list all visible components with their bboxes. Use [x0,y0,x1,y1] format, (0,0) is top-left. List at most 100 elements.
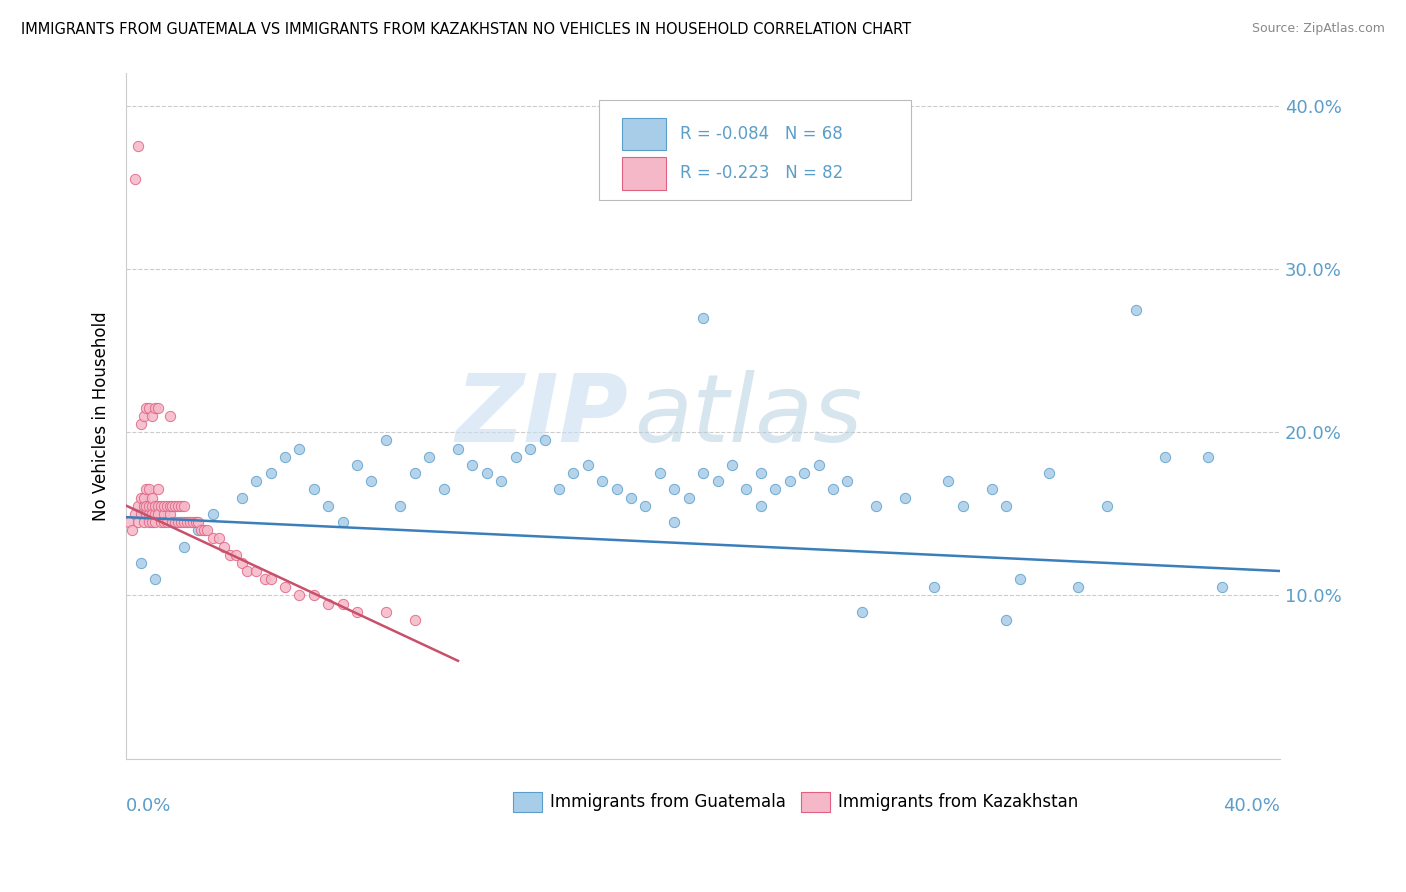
Point [156,499,179,513]
Point [127,515,149,529]
Point [1095,499,1118,513]
FancyBboxPatch shape [623,118,666,151]
Point [316,597,339,611]
Point [1211,580,1233,594]
Point [153,515,176,529]
Point [475,466,498,480]
Point [187,523,209,537]
Point [219,548,242,562]
Point [141,409,163,423]
Point [143,507,166,521]
Point [1010,572,1032,586]
Point [1197,450,1219,464]
Y-axis label: No Vehicles in Household: No Vehicles in Household [93,311,110,521]
Point [779,474,801,488]
Text: 40.0%: 40.0% [1223,797,1279,814]
Point [162,499,184,513]
Point [143,401,166,415]
Point [360,474,382,488]
Point [143,515,166,529]
Point [851,605,873,619]
Point [138,483,160,497]
Point [173,499,195,513]
Point [678,491,700,505]
Point [447,442,470,456]
Point [749,466,772,480]
Point [620,491,643,505]
Point [231,491,253,505]
Point [124,507,146,521]
Point [692,310,714,325]
Point [135,483,157,497]
Point [346,605,368,619]
Point [749,499,772,513]
Point [187,515,209,529]
Point [288,589,311,603]
Point [245,564,267,578]
Point [201,507,224,521]
Point [146,401,169,415]
Point [505,450,527,464]
Point [214,540,236,554]
Point [763,483,786,497]
Point [302,483,325,497]
Point [167,515,190,529]
Point [664,483,686,497]
Point [807,458,830,472]
Text: Immigrants from Guatemala: Immigrants from Guatemala [550,793,786,811]
Point [201,532,224,546]
Point [132,515,155,529]
Point [135,507,157,521]
Point [837,474,859,488]
Point [153,507,176,521]
Point [404,466,426,480]
Point [132,409,155,423]
Point [346,458,368,472]
Point [129,417,152,431]
Point [162,515,184,529]
Point [138,507,160,521]
Point [146,499,169,513]
Point [562,466,585,480]
Point [418,450,440,464]
Point [404,613,426,627]
Point [159,507,181,521]
Point [149,499,172,513]
Point [138,499,160,513]
Point [143,572,166,586]
Point [245,474,267,488]
Point [952,499,974,513]
Point [153,499,176,513]
Point [432,483,454,497]
Point [995,499,1018,513]
Point [124,172,146,186]
Point [821,483,844,497]
Point [938,474,960,488]
Point [127,139,149,153]
Text: ZIP: ZIP [456,370,628,462]
Point [548,483,571,497]
Point [634,499,657,513]
Text: R = -0.223   N = 82: R = -0.223 N = 82 [681,164,844,182]
Point [129,507,152,521]
Point [374,434,396,448]
Point [170,515,193,529]
Point [195,523,218,537]
Point [274,580,297,594]
FancyBboxPatch shape [801,792,830,812]
Point [135,401,157,415]
Text: atlas: atlas [634,370,862,461]
Point [165,515,187,529]
Point [231,556,253,570]
Point [170,499,193,513]
Point [606,483,628,497]
Point [576,458,599,472]
Point [302,589,325,603]
Point [165,499,187,513]
Point [706,474,728,488]
Point [146,507,169,521]
Point [193,523,215,537]
Point [121,523,143,537]
Point [259,572,281,586]
Text: IMMIGRANTS FROM GUATEMALA VS IMMIGRANTS FROM KAZAKHSTAN NO VEHICLES IN HOUSEHOLD: IMMIGRANTS FROM GUATEMALA VS IMMIGRANTS … [21,22,911,37]
